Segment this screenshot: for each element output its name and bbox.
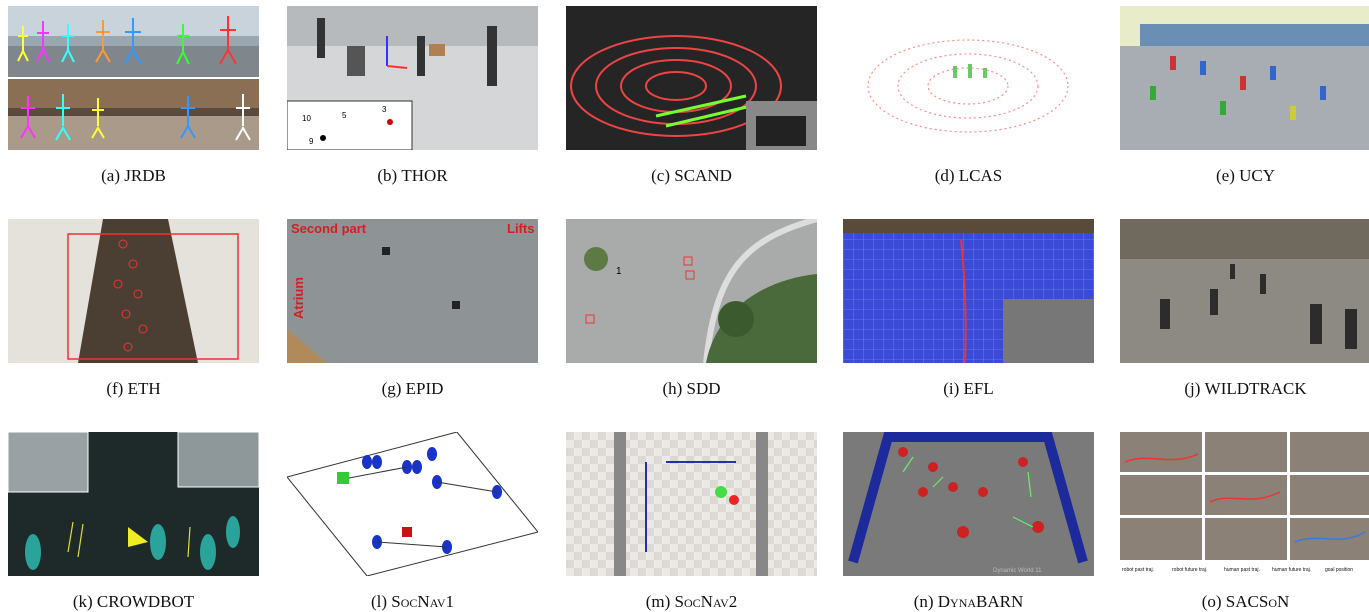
lcas-image (843, 6, 1094, 150)
caption-o: (o) SACSoN (1201, 592, 1290, 611)
svg-text:goal position: goal position (1325, 567, 1353, 573)
eth-image (8, 219, 259, 363)
caption-a: (a) JRDB (101, 166, 166, 185)
caption-m: (m) SocNav2 (645, 592, 738, 611)
caption-f: (f) ETH (106, 379, 161, 398)
svg-text:human future traj.: human future traj. (1272, 567, 1311, 573)
svg-text:robot past traj.: robot past traj. (1122, 567, 1154, 573)
ucy-image (1120, 6, 1369, 150)
caption-i: (i) EFL (943, 379, 994, 398)
epid-image: Second part Lifts Atrium (287, 219, 538, 363)
scand-image (566, 6, 817, 150)
efl-image (843, 219, 1094, 363)
svg-text:9: 9 (309, 137, 314, 146)
svg-text:human past traj.: human past traj. (1224, 567, 1260, 573)
caption-j: (j) WILDTRACK (1184, 379, 1307, 398)
jrdb-image (8, 6, 259, 150)
caption-h: (h) SDD (662, 379, 721, 398)
svg-text:Lifts: Lifts (507, 221, 534, 236)
caption-k: (k) CROWDBOT (72, 592, 195, 611)
sdd-image: 1 (566, 219, 817, 363)
caption-n: (n) DynaBARN (913, 592, 1024, 611)
svg-text:10: 10 (302, 114, 311, 123)
svg-text:3: 3 (382, 105, 387, 114)
socnav2-image (566, 432, 817, 576)
crowdbot-image (8, 432, 259, 576)
svg-text:Second part: Second part (291, 221, 367, 236)
svg-text:5: 5 (342, 111, 347, 120)
socnav1-image (287, 432, 538, 576)
wildtrack-image (1120, 219, 1369, 363)
svg-text:Atrium: Atrium (291, 277, 306, 319)
caption-g: (g) EPID (381, 379, 444, 398)
caption-b: (b) THOR (377, 166, 448, 185)
caption-c: (c) SCAND (651, 166, 732, 185)
svg-text:robot future traj.: robot future traj. (1172, 567, 1207, 573)
dynabarn-image: Dynamic World 11 (843, 432, 1094, 576)
svg-text:1: 1 (616, 266, 622, 277)
svg-text:Dynamic World 11: Dynamic World 11 (993, 568, 1042, 574)
caption-d: (d) LCAS (934, 166, 1003, 185)
sacson-image: robot past traj. robot future traj. huma… (1120, 432, 1369, 576)
caption-l: (l) SocNav1 (371, 592, 454, 611)
caption-e: (e) UCY (1215, 166, 1276, 185)
thor-image: 10 5 3 9 (287, 6, 538, 150)
